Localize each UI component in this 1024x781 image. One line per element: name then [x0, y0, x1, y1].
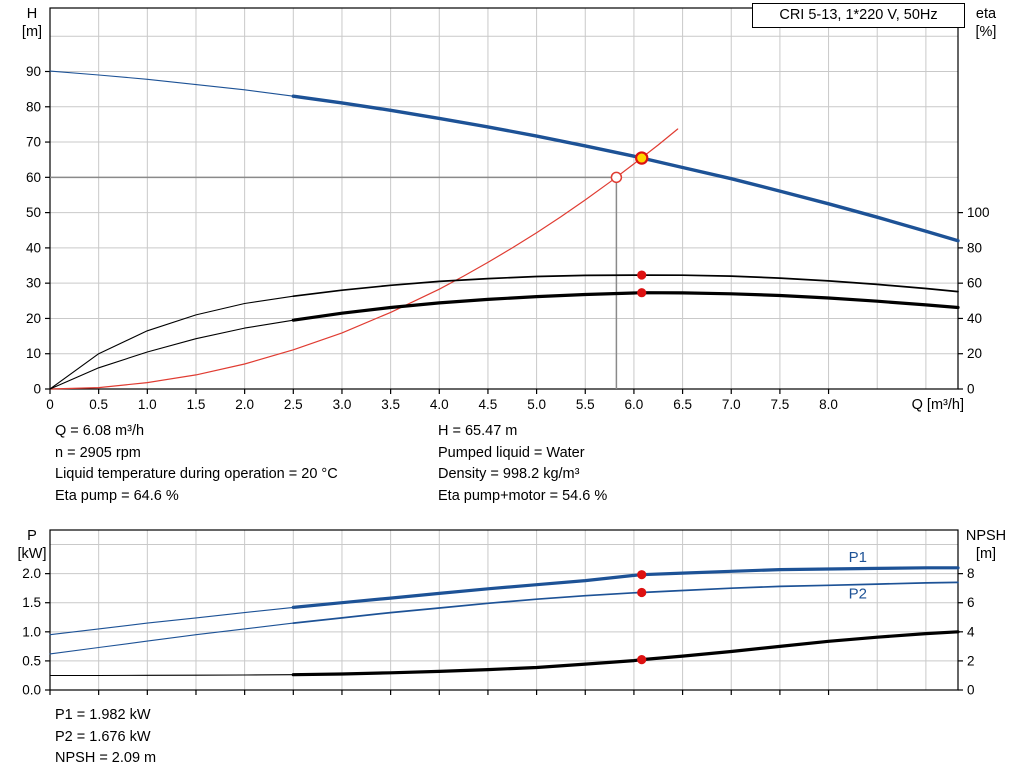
- x-tick-label: 7.0: [722, 397, 741, 412]
- y-left-tick-label: 60: [26, 170, 41, 185]
- duty-info-right-column: H = 65.47 m Pumped liquid = Water Densit…: [438, 421, 607, 508]
- plot-border: [49, 529, 959, 691]
- p1-duty-point: [637, 570, 647, 580]
- x-tick-label: 2.0: [235, 397, 254, 412]
- y-right-axis-title: [m]: [976, 546, 996, 562]
- info-flow: Q = 6.08 m³/h: [55, 423, 145, 439]
- y-right-tick-label: 0: [967, 683, 975, 698]
- y-left-tick-label: 30: [26, 276, 41, 291]
- info-eta-pump-motor: Eta pump+motor = 54.6 %: [438, 488, 608, 505]
- y-left-tick-label: 50: [26, 205, 41, 220]
- y-right-tick-label: 6: [967, 595, 975, 610]
- plot-border: [49, 7, 959, 390]
- eta-pump-motor-curve: [291, 291, 960, 322]
- y-left-tick-label: 2.0: [22, 566, 41, 581]
- y-left-tick-label: 0: [33, 382, 41, 397]
- npsh-duty-point: [637, 655, 647, 665]
- qh-curve-extension: [49, 70, 294, 97]
- y-right-tick-label: 80: [967, 240, 982, 255]
- npsh-curve-extension: [49, 674, 294, 677]
- y-left-tick-label: 70: [26, 135, 41, 150]
- p2-curve-extension: [49, 622, 294, 655]
- duty-info-left-column: Q = 6.08 m³/h n = 2905 rpm Liquid temper…: [55, 421, 338, 508]
- y-left-tick-label: 10: [26, 346, 41, 361]
- specified-operating-point: [610, 171, 623, 184]
- x-tick-label: 8.0: [819, 397, 838, 412]
- power-info-column: P1 = 1.982 kW P2 = 1.676 kW NPSH = 2.09 …: [55, 705, 156, 770]
- y-left-tick-label: 1.0: [22, 624, 41, 639]
- x-tick-label: 5.0: [527, 397, 546, 412]
- p1-curve-extension: [49, 606, 294, 636]
- y-right-axis-title: [%]: [976, 24, 997, 40]
- x-tick-label: 6.0: [625, 397, 644, 412]
- y-left-tick-label: 20: [26, 311, 41, 326]
- y-right-tick-label: 20: [967, 346, 982, 361]
- y-left-axis-title: H: [27, 6, 37, 22]
- y-left-tick-label: 40: [26, 240, 41, 255]
- y-left-axis-title: P: [27, 528, 37, 544]
- y-left-tick-label: 90: [26, 64, 41, 79]
- y-right-tick-label: 2: [967, 653, 975, 668]
- power-npsh-chart: 0.0 0.5 1.0 1.5 2.0 0 2 4 6 8 P [kW] NPSH [m] P1 P2: [18, 528, 1007, 698]
- y-right-tick-label: 60: [967, 276, 982, 291]
- hq-eta-chart: 0 0.5 1.0 1.5 2.0 2.5 3.0 3.5 4.0 4.5 5.0 5.5 6.0 6.5…: [22, 6, 997, 413]
- info-speed: n = 2905 rpm: [55, 444, 141, 461]
- info-pumped-liquid: Pumped liquid = Water: [438, 444, 585, 461]
- eta-pump-motor-duty-point: [637, 288, 647, 298]
- x-axis-title: Q [m³/h]: [912, 397, 964, 413]
- eta-pump-motor-curve-extension: [49, 319, 294, 390]
- pump-model-title: CRI 5-13, 1*220 V, 50Hz: [752, 3, 965, 28]
- y-right-axis-title: eta: [976, 6, 997, 22]
- y-right-tick-label: 0: [967, 382, 975, 397]
- info-liquid-temperature: Liquid temperature during operation = 20…: [55, 466, 338, 483]
- duty-point: [635, 151, 649, 165]
- x-tick-label: 0: [46, 397, 54, 412]
- y-right-tick-label: 4: [967, 624, 975, 639]
- y-left-tick-label: 80: [26, 99, 41, 114]
- y-right-tick-label: 40: [967, 311, 982, 326]
- info-density: Density = 998.2 kg/m³: [438, 466, 580, 483]
- x-tick-label: 4.0: [430, 397, 449, 412]
- y-left-axis-title: [m]: [22, 24, 42, 40]
- y-right-tick-label: 100: [967, 205, 990, 220]
- y-right-axis-title: NPSH: [966, 528, 1006, 544]
- y-left-tick-label: 1.5: [22, 595, 41, 610]
- x-tick-label: 0.5: [89, 397, 108, 412]
- eta-pump-curve: [292, 274, 959, 298]
- qh-curve: [291, 94, 960, 243]
- npsh-curve: [291, 630, 960, 677]
- info-npsh: NPSH = 2.09 m: [55, 750, 157, 767]
- x-tick-label: 3.0: [333, 397, 352, 412]
- x-tick-label: 3.5: [381, 397, 400, 412]
- x-tick-label: 7.5: [771, 397, 790, 412]
- info-p1: P1 = 1.982 kW: [55, 707, 151, 723]
- x-tick-label: 1.0: [138, 397, 157, 412]
- info-p2: P2 = 1.676 kW: [55, 728, 151, 745]
- info-head: H = 65.47 m: [438, 423, 518, 439]
- y-left-tick-label: 0.0: [22, 683, 41, 698]
- y-left-tick-label: 0.5: [22, 653, 41, 668]
- eta-pump-duty-point: [637, 270, 647, 280]
- p2-label: P2: [849, 585, 867, 602]
- x-tick-label: 2.5: [284, 397, 303, 412]
- system-curve: [49, 128, 679, 390]
- y-left-axis-title: [kW]: [18, 546, 47, 562]
- x-tick-label: 1.5: [187, 397, 206, 412]
- x-tick-label: 4.5: [479, 397, 498, 412]
- eta-pump-curve-extension: [49, 295, 294, 390]
- x-tick-label: 5.5: [576, 397, 595, 412]
- info-eta-pump: Eta pump = 64.6 %: [55, 488, 179, 505]
- y-right-tick-label: 8: [967, 566, 975, 581]
- x-tick-label: 6.5: [673, 397, 692, 412]
- p1-label: P1: [849, 549, 867, 566]
- p2-duty-point: [637, 587, 647, 598]
